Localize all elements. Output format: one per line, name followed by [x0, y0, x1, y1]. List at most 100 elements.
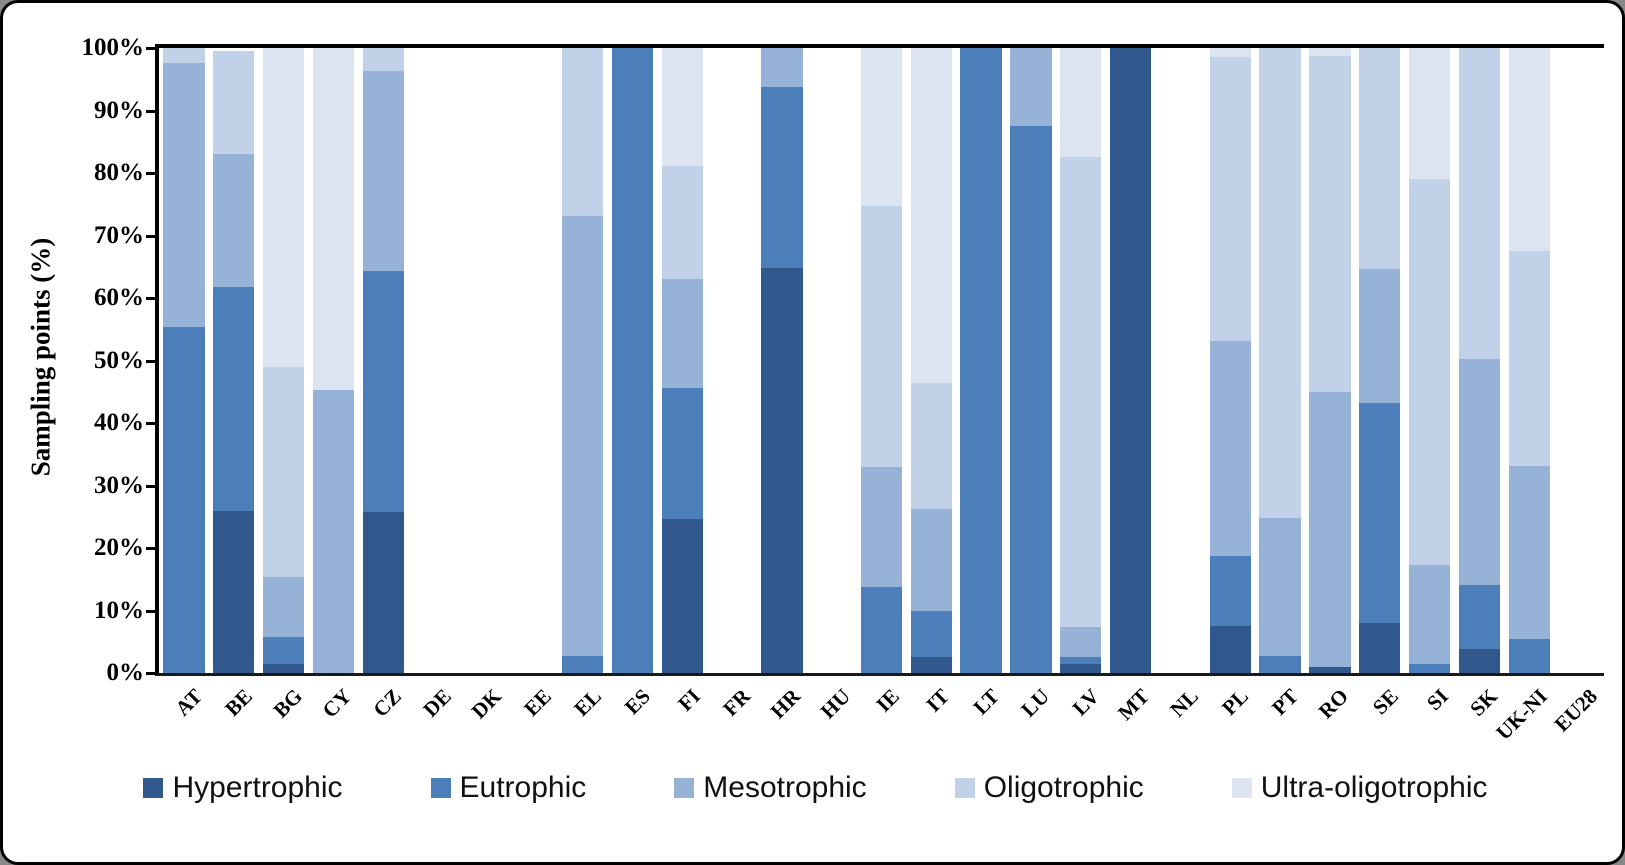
legend-swatch: [954, 778, 975, 798]
legend-item-eutrophic: Eutrophic: [430, 771, 587, 805]
bar-SI: [1408, 48, 1451, 673]
legend-item-oligotrophic: Oligotrophic: [954, 771, 1144, 805]
bar-segment-SK-oligotrophic: [1458, 48, 1501, 360]
y-tick-mark: [146, 609, 155, 613]
y-axis-title: Sampling points (%): [25, 237, 56, 476]
bar-segment-RO-ultra-oligotrophic: [1309, 48, 1351, 56]
bar-segment-IT-oligotrophic: [910, 383, 952, 509]
x-label-text: SE: [1367, 684, 1403, 720]
y-tick-mark: [146, 109, 155, 113]
y-tick-label: 60%: [94, 284, 144, 311]
bar-segment-BG-oligotrophic: [262, 367, 305, 577]
bar-segment-SI-ultra-oligotrophic: [1408, 48, 1451, 179]
bar-UK-NI: [1508, 48, 1550, 673]
x-label-text: EL: [568, 684, 606, 721]
x-label-text: ES: [620, 684, 656, 720]
bar-segment-MT-hypertrophic: [1109, 48, 1152, 673]
bar-segment-LV-eutrophic: [1060, 657, 1102, 664]
bar-segment-SE-mesotrophic: [1359, 269, 1401, 403]
x-label-text: DE: [418, 684, 456, 722]
x-label-text: MT: [1112, 684, 1154, 725]
bar-ES: [611, 48, 654, 673]
bar-segment-BE-eutrophic: [213, 287, 255, 512]
bar-segment-LT-eutrophic: [960, 48, 1002, 673]
y-tick-label: 80%: [94, 159, 144, 186]
x-label-text: IT: [921, 684, 955, 717]
bar-segment-LV-ultra-oligotrophic: [1060, 48, 1102, 157]
x-label-text: AT: [170, 684, 207, 721]
bar-segment-CY-ultra-oligotrophic: [312, 48, 355, 390]
bar-segment-AT-mesotrophic: [163, 63, 205, 328]
legend-item-hypertrophic: Hypertrophic: [143, 771, 343, 805]
y-tick-label: 100%: [81, 34, 145, 61]
legend-label: Oligotrophic: [983, 771, 1144, 804]
bar-PT: [1259, 48, 1301, 673]
bar-segment-LV-oligotrophic: [1060, 156, 1102, 627]
bar-FI: [661, 48, 703, 673]
bar-segment-RO-hypertrophic: [1309, 666, 1351, 673]
x-label-text: FR: [718, 684, 755, 721]
y-tick-mark: [146, 484, 155, 488]
bar-segment-IT-mesotrophic: [910, 508, 952, 611]
bar-segment-IE-eutrophic: [860, 587, 903, 673]
bar-segment-FI-hypertrophic: [661, 518, 703, 673]
bar-segment-IT-eutrophic: [910, 610, 952, 658]
bar-BG: [262, 48, 305, 673]
bar-segment-LU-mesotrophic: [1010, 48, 1052, 127]
bar-BE: [213, 51, 255, 673]
legend-label: Eutrophic: [459, 771, 587, 804]
y-tick-label: 90%: [94, 96, 144, 124]
y-tick-label: 0%: [106, 659, 145, 686]
bar-segment-CZ-hypertrophic: [362, 511, 404, 673]
bar-segment-UK-NI-ultra-oligotrophic: [1508, 48, 1550, 251]
y-tick-mark: [146, 359, 155, 363]
bar-segment-FI-eutrophic: [661, 388, 703, 519]
bar-segment-LV-mesotrophic: [1060, 626, 1102, 658]
bar-LV: [1060, 48, 1102, 673]
bar-HR: [761, 48, 803, 673]
x-label-text: CZ: [368, 684, 407, 722]
bar-segment-AT-eutrophic: [163, 327, 205, 673]
legend-item-ultra-oligotrophic: Ultra-oligotrophic: [1231, 771, 1488, 805]
bar-segment-BG-eutrophic: [262, 637, 305, 665]
legend-swatch: [674, 778, 695, 798]
x-label-text: IE: [871, 684, 905, 717]
x-label-text: CY: [317, 684, 357, 723]
bar-segment-IE-oligotrophic: [860, 205, 903, 467]
bar-segment-EL-oligotrophic: [561, 48, 604, 216]
bar-segment-IT-hypertrophic: [910, 657, 952, 673]
y-tick-mark: [146, 47, 155, 50]
bar-segment-SE-hypertrophic: [1359, 623, 1401, 673]
y-tick-mark: [146, 297, 155, 300]
bar-segment-PL-oligotrophic: [1209, 57, 1251, 341]
legend: Hypertrophic Eutrophic Mesotrophic Oligotro…: [3, 771, 1622, 805]
bar-IT: [910, 48, 952, 673]
y-tick-mark: [146, 422, 155, 425]
bar-segment-PL-hypertrophic: [1209, 625, 1251, 673]
bar-segment-HR-mesotrophic: [761, 48, 803, 88]
bar-segment-CZ-mesotrophic: [362, 71, 404, 271]
bar-segment-SE-eutrophic: [1359, 403, 1401, 623]
bar-PL: [1209, 48, 1251, 673]
x-label-text: SI: [1421, 684, 1453, 716]
bar-segment-SI-mesotrophic: [1408, 564, 1451, 665]
bar-segment-UK-NI-eutrophic: [1508, 639, 1550, 673]
bar-segment-PT-oligotrophic: [1259, 48, 1301, 518]
legend-label: Hypertrophic: [172, 771, 343, 804]
y-tick-mark: [146, 672, 155, 675]
bar-segment-SK-eutrophic: [1458, 584, 1501, 650]
x-label-text: UK-NI: [1491, 684, 1553, 745]
bar-segment-UK-NI-oligotrophic: [1508, 250, 1550, 466]
legend-label: Ultra-oligotrophic: [1260, 771, 1488, 804]
bar-segment-IE-mesotrophic: [860, 466, 903, 588]
bar-segment-SK-mesotrophic: [1458, 359, 1501, 585]
bars-region: 100% 90% 80% 70% 60% 50% 40% 30% 20% 10% 0%: [82, 35, 1604, 686]
x-label-text: DK: [466, 684, 506, 724]
bar-segment-HR-eutrophic: [761, 87, 803, 268]
y-tick-label: 40%: [94, 409, 144, 436]
x-label-text: LV: [1067, 684, 1104, 721]
y-tick-label: 10%: [94, 596, 144, 624]
bar-segment-BG-mesotrophic: [262, 576, 305, 638]
bar-LU: [1010, 48, 1052, 673]
